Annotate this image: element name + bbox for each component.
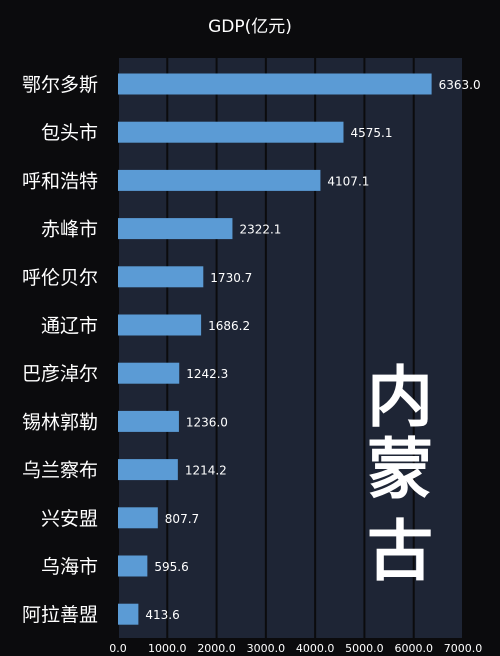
value-label: 4107.1	[327, 174, 369, 188]
category-label: 乌海市	[41, 556, 98, 578]
bar	[118, 459, 178, 481]
value-label: 1214.2	[185, 464, 227, 478]
category-labels: 鄂尔多斯包头市呼和浩特赤峰市呼伦贝尔通辽市巴彦淖尔锡林郭勒乌兰察布兴安盟乌海市阿…	[22, 74, 98, 626]
category-label: 赤峰市	[41, 219, 98, 241]
value-label: 1686.2	[208, 319, 250, 333]
value-labels: 6363.0 4575.1 4107.1 2322.1 1730.7 1686.2 1242…	[145, 78, 480, 622]
bar	[118, 73, 432, 95]
bar	[118, 218, 233, 240]
x-tick-label: 5000.0	[345, 642, 384, 655]
overlay-character: 内	[367, 359, 433, 436]
x-tick-label: 3000.0	[247, 642, 286, 655]
overlay-character: 古	[367, 513, 433, 590]
x-tick-label: 0.0	[109, 642, 127, 655]
x-tick-label: 2000.0	[197, 642, 236, 655]
bar	[118, 362, 180, 384]
value-label: 6363.0	[439, 78, 481, 92]
value-label: 4575.1	[350, 126, 392, 140]
category-label: 阿拉善盟	[22, 604, 98, 626]
category-label: 乌兰察布	[22, 460, 98, 482]
category-label: 呼和浩特	[22, 170, 98, 192]
value-label: 2322.1	[239, 223, 281, 237]
bar	[118, 410, 179, 432]
overlay-character: 蒙	[367, 431, 433, 508]
value-label: 1236.0	[186, 415, 228, 429]
x-tick-label: 1000.0	[148, 642, 187, 655]
bar	[118, 314, 202, 336]
bar	[118, 555, 148, 577]
chart-title: GDP(亿元)	[208, 17, 292, 37]
value-label: 807.7	[165, 512, 199, 526]
category-label: 呼伦贝尔	[22, 267, 98, 289]
value-label: 1242.3	[186, 367, 228, 381]
x-axis-ticks: 0.0 1000.0 2000.0 3000.0 4000.0 5000.0 6000.0 7…	[109, 642, 482, 655]
category-label: 巴彦淖尔	[22, 363, 98, 385]
province-overlay-text: 内蒙古	[367, 359, 433, 590]
bar	[118, 603, 139, 625]
bar	[118, 121, 344, 143]
category-label: 锡林郭勒	[22, 411, 98, 433]
category-label: 兴安盟	[41, 508, 98, 530]
x-tick-label: 6000.0	[394, 642, 433, 655]
category-label: 鄂尔多斯	[22, 74, 98, 96]
category-label: 包头市	[41, 122, 98, 144]
x-tick-label: 7000.0	[444, 642, 483, 655]
bars	[118, 73, 432, 625]
category-label: 通辽市	[41, 315, 98, 337]
value-label: 1730.7	[210, 271, 252, 285]
grid-lines	[117, 58, 464, 638]
value-label: 595.6	[154, 560, 188, 574]
bar	[118, 169, 321, 191]
x-tick-label: 4000.0	[296, 642, 335, 655]
plot-area	[118, 58, 463, 638]
bar	[118, 507, 158, 529]
bar	[118, 266, 204, 288]
value-label: 413.6	[145, 608, 179, 622]
